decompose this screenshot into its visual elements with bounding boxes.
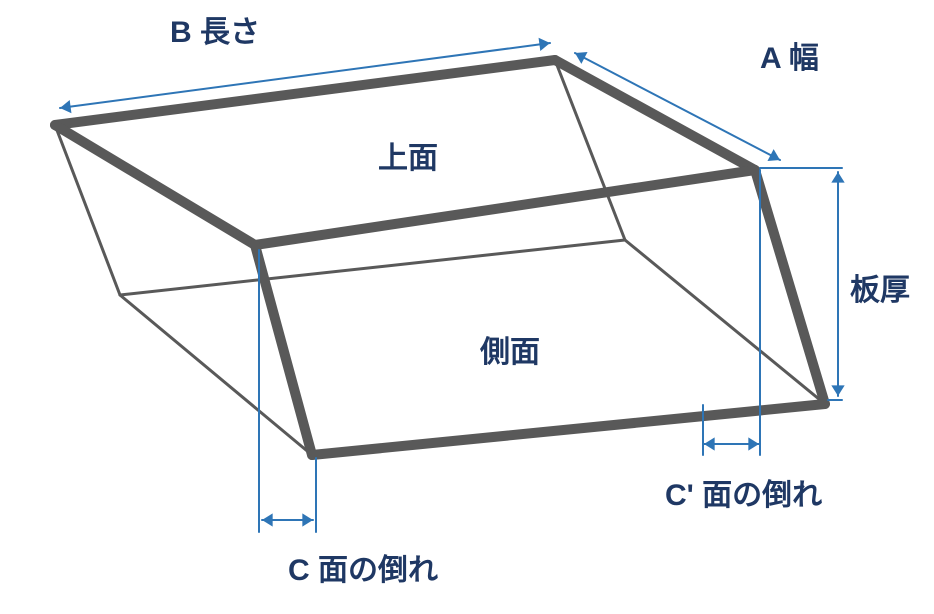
label-side-face: 側面 <box>479 336 540 369</box>
extension-lines <box>259 168 842 532</box>
block-hidden-edges <box>55 60 825 455</box>
label-thickness: 板厚 <box>850 274 910 307</box>
dimension-arrows <box>60 43 838 520</box>
block-outline <box>55 60 825 455</box>
label-a-width: A 幅 <box>760 42 819 75</box>
label-top-face: 上面 <box>378 142 438 175</box>
label-c: C 面の倒れ <box>288 554 438 587</box>
label-cprime: C' 面の倒れ <box>665 479 822 512</box>
label-b-length: B 長さ <box>170 16 260 49</box>
